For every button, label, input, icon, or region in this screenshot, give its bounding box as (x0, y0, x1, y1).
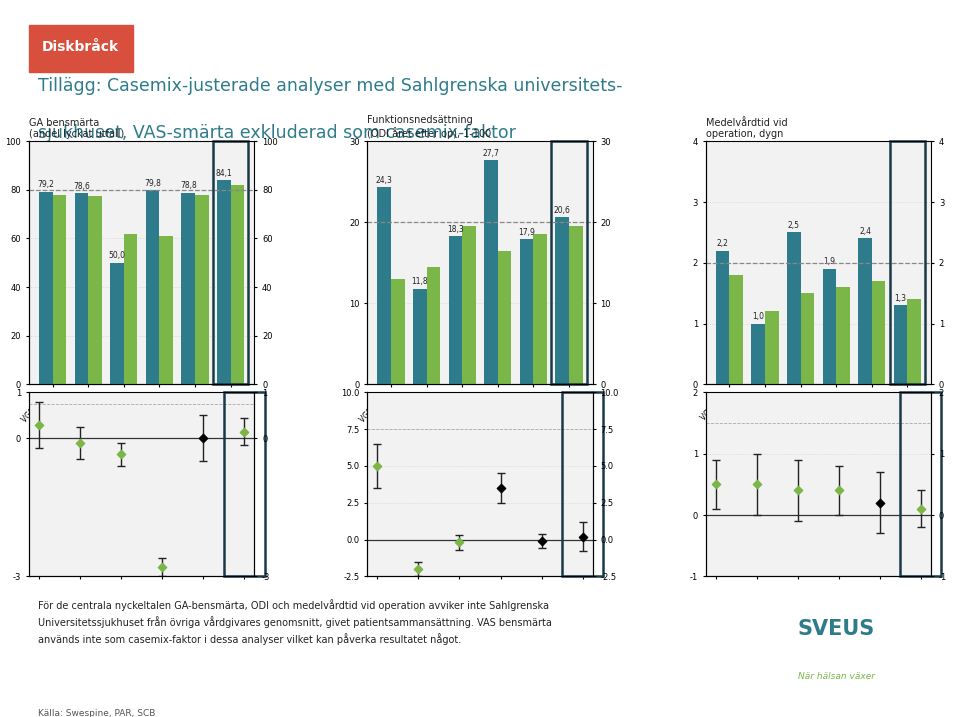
Bar (765, 311, 779, 384)
Point (113, 449, 129, 460)
Bar (53, 195, 66, 384)
Text: 84,1: 84,1 (215, 168, 232, 178)
Bar (181, 193, 195, 384)
Bar (894, 305, 907, 384)
Point (575, 531, 590, 542)
Bar (448, 236, 462, 384)
Text: 27,7: 27,7 (483, 148, 499, 158)
Bar (801, 293, 814, 384)
Text: 50,0: 50,0 (108, 252, 126, 260)
Text: 2,2: 2,2 (717, 239, 729, 248)
Point (534, 536, 549, 547)
Bar (124, 234, 137, 384)
Bar (195, 195, 208, 384)
Bar (534, 234, 547, 384)
Point (411, 563, 426, 574)
Point (32, 419, 47, 430)
Text: Medelvårdtid vid
operation, dygn: Medelvårdtid vid operation, dygn (706, 118, 787, 139)
Bar (569, 227, 583, 384)
Bar (39, 192, 53, 384)
Text: 78,8: 78,8 (180, 181, 197, 191)
Bar (551, 141, 587, 384)
Bar (413, 289, 426, 384)
Text: GA bensmärta
(andel lyckat utfall): GA bensmärta (andel lyckat utfall) (29, 118, 124, 139)
Point (708, 479, 724, 490)
Point (873, 497, 888, 508)
Bar (520, 239, 534, 384)
Bar (858, 239, 872, 384)
Bar (872, 281, 885, 384)
Bar (75, 194, 88, 384)
Text: När hälsan växer: När hälsan växer (798, 672, 875, 681)
Text: 2,4: 2,4 (859, 227, 871, 236)
Bar (787, 232, 801, 384)
Bar (484, 160, 498, 384)
Bar (159, 236, 173, 384)
Bar (900, 392, 942, 576)
Bar (462, 227, 476, 384)
Point (370, 460, 385, 472)
Point (155, 561, 170, 573)
Point (72, 437, 87, 449)
Text: 11,8: 11,8 (412, 277, 428, 286)
Point (452, 537, 468, 549)
Text: 17,9: 17,9 (518, 228, 535, 237)
Point (236, 426, 252, 437)
Bar (29, 25, 132, 72)
Bar (110, 263, 124, 384)
Point (749, 479, 764, 490)
Bar (213, 141, 249, 384)
Point (492, 483, 508, 494)
Bar (146, 191, 159, 384)
Text: Källa: Swespine, PAR, SCB: Källa: Swespine, PAR, SCB (37, 708, 156, 717)
Bar (217, 180, 230, 384)
Bar (890, 141, 925, 384)
Bar (377, 187, 391, 384)
Text: 78,6: 78,6 (73, 182, 90, 191)
Text: Funktionsnedsättning
(ODI året efter op), 1-100: Funktionsnedsättning (ODI året efter op)… (367, 115, 492, 139)
Text: 24,3: 24,3 (375, 176, 393, 185)
Bar (562, 392, 603, 576)
Bar (88, 196, 102, 384)
Text: 1,9: 1,9 (824, 257, 835, 267)
Point (913, 503, 928, 515)
Text: sjukhuset, VAS-smärta exkluderad som casemix-faktor: sjukhuset, VAS-smärta exkluderad som cas… (37, 124, 516, 142)
Text: 1,0: 1,0 (753, 312, 764, 321)
Text: 20,6: 20,6 (554, 206, 570, 215)
Text: 79,8: 79,8 (144, 179, 161, 188)
Bar (730, 275, 743, 384)
Bar (716, 251, 730, 384)
Bar (752, 323, 765, 384)
Bar (907, 299, 921, 384)
Text: 1,3: 1,3 (895, 294, 906, 303)
Text: Tillägg: Casemix-justerade analyser med Sahlgrenska universitets-: Tillägg: Casemix-justerade analyser med … (37, 77, 622, 95)
Point (790, 485, 805, 496)
Text: 18,3: 18,3 (447, 224, 464, 234)
Bar (498, 251, 512, 384)
Text: För de centrala nyckeltalen GA-bensmärta, ODI och medelvårdtid vid operation avv: För de centrala nyckeltalen GA-bensmärta… (37, 599, 552, 645)
Bar (230, 185, 244, 384)
Bar (224, 392, 265, 576)
Text: 79,2: 79,2 (37, 181, 55, 189)
Point (196, 432, 211, 444)
Text: 2,5: 2,5 (788, 221, 800, 230)
Text: Diskbråck: Diskbråck (41, 40, 119, 54)
Point (831, 485, 847, 496)
Bar (836, 287, 850, 384)
Bar (556, 217, 569, 384)
Bar (391, 279, 404, 384)
Text: SVEUS: SVEUS (798, 619, 876, 640)
Bar (426, 267, 440, 384)
Bar (823, 269, 836, 384)
